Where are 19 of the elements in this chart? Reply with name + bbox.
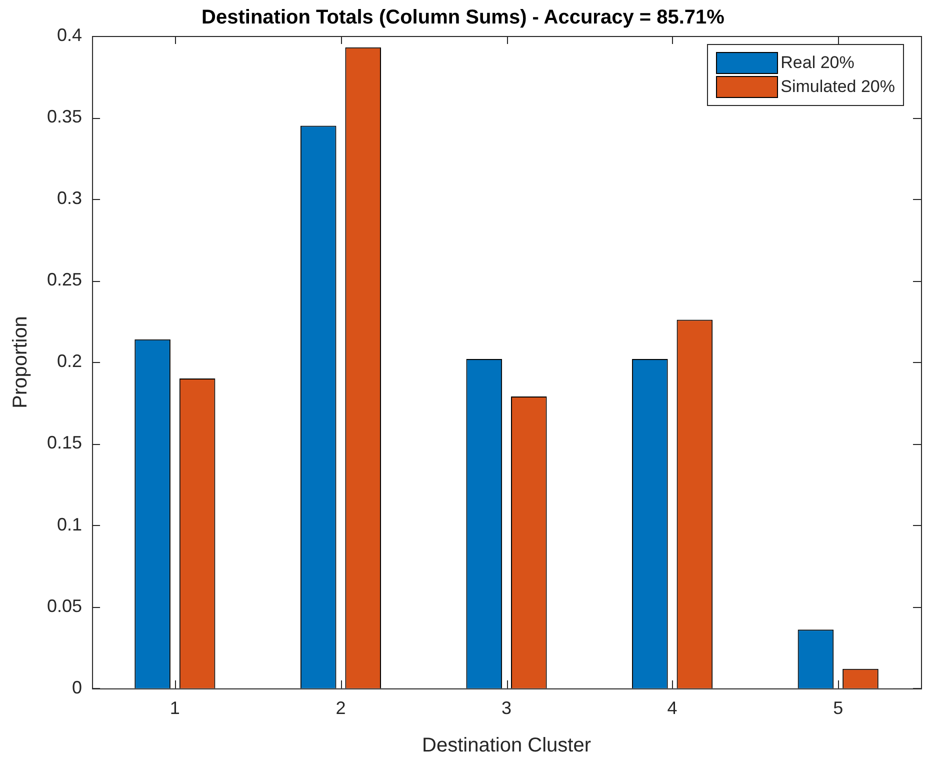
x-tick-label: 1 (170, 698, 180, 718)
y-tick-label: 0.1 (57, 514, 82, 534)
chart-title: Destination Totals (Column Sums) - Accuracy = 85.71% (202, 6, 725, 29)
y-tick-label: 0.35 (46, 106, 82, 127)
y-tick-label: 0 (72, 677, 82, 698)
legend-label: Real 20% (780, 53, 854, 73)
y-tick-label: 0.4 (57, 24, 82, 45)
legend-label: Simulated 20% (780, 77, 895, 97)
y-axis-title: Proportion (10, 316, 32, 408)
x-tick-label: 5 (833, 698, 844, 718)
y-tick-label: 0.05 (46, 596, 82, 616)
y-tick-label: 0.15 (46, 432, 82, 453)
x-tick-label: 3 (502, 698, 512, 718)
x-tick-label: 4 (667, 698, 678, 718)
y-tick-label: 0.25 (46, 270, 82, 290)
y-tick-label: 0.2 (57, 351, 82, 372)
x-axis-title: Destination Cluster (422, 734, 592, 757)
y-tick-label: 0.3 (57, 188, 82, 208)
x-tick-label: 2 (336, 698, 346, 718)
